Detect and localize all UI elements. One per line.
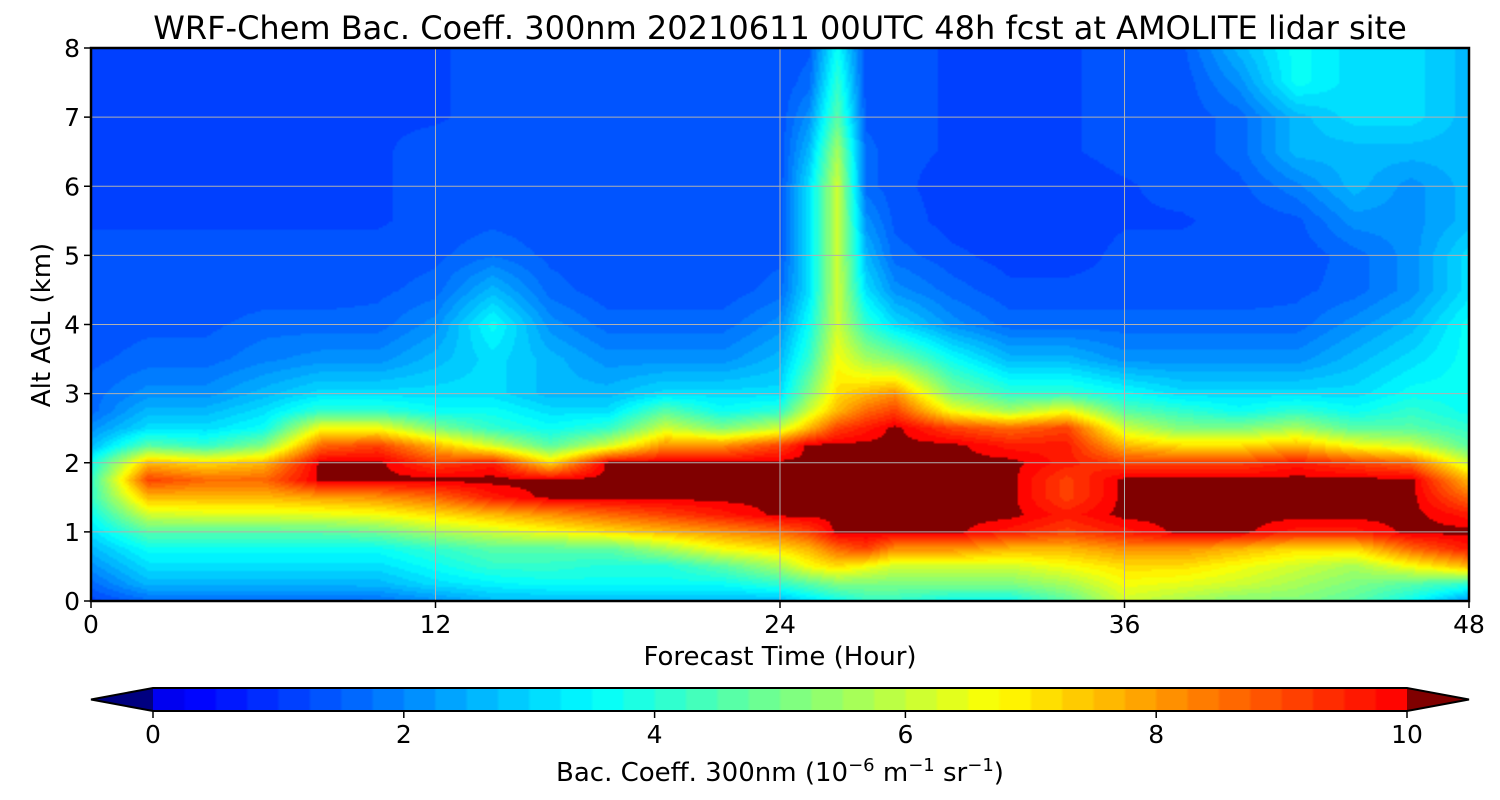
y-tick-label: 7 bbox=[64, 103, 80, 132]
y-tick-label: 0 bbox=[64, 587, 80, 616]
colorbar-extend-low bbox=[91, 688, 153, 711]
colorbar-tick-label: 8 bbox=[1148, 720, 1164, 749]
y-axis-ticks: 0 1 2 3 4 5 6 7 8 bbox=[64, 34, 91, 616]
y-tick-label: 2 bbox=[64, 449, 80, 478]
x-tick-label: 48 bbox=[1453, 610, 1485, 639]
colorbar-extend-high bbox=[1407, 688, 1469, 711]
colorbar-ticks: 0 2 4 6 8 10 bbox=[145, 711, 1423, 749]
colorbar-tick-label: 0 bbox=[145, 720, 161, 749]
x-axis-ticks: 0 12 24 36 48 bbox=[83, 601, 1485, 639]
y-tick-label: 4 bbox=[64, 311, 80, 340]
x-tick-label: 0 bbox=[83, 610, 99, 639]
colorbar-tick-label: 10 bbox=[1391, 720, 1423, 749]
colorbar-label: Bac. Coeff. 300nm (10−6 m−1 sr−1) bbox=[556, 755, 1004, 788]
colorbar-tick-label: 6 bbox=[897, 720, 913, 749]
y-tick-label: 6 bbox=[64, 172, 80, 201]
y-axis-label: Alt AGL (km) bbox=[27, 243, 57, 407]
y-tick-label: 3 bbox=[64, 380, 80, 409]
x-axis-label: Forecast Time (Hour) bbox=[643, 642, 916, 672]
y-tick-label: 5 bbox=[64, 241, 80, 270]
chart-title: WRF-Chem Bac. Coeff. 300nm 20210611 00UT… bbox=[153, 9, 1407, 47]
colorbar-tick-label: 4 bbox=[647, 720, 663, 749]
y-tick-label: 1 bbox=[64, 518, 80, 547]
x-tick-label: 36 bbox=[1109, 610, 1141, 639]
x-tick-label: 24 bbox=[764, 610, 796, 639]
x-tick-label: 12 bbox=[420, 610, 452, 639]
colorbar-tick-label: 2 bbox=[396, 720, 412, 749]
colorbar-gradient bbox=[153, 688, 1407, 711]
y-tick-label: 8 bbox=[64, 34, 80, 63]
colorbar: 0 2 4 6 8 10 Bac. Coeff. 300nm (10−6 m−1 sr−1… bbox=[90, 687, 1470, 788]
